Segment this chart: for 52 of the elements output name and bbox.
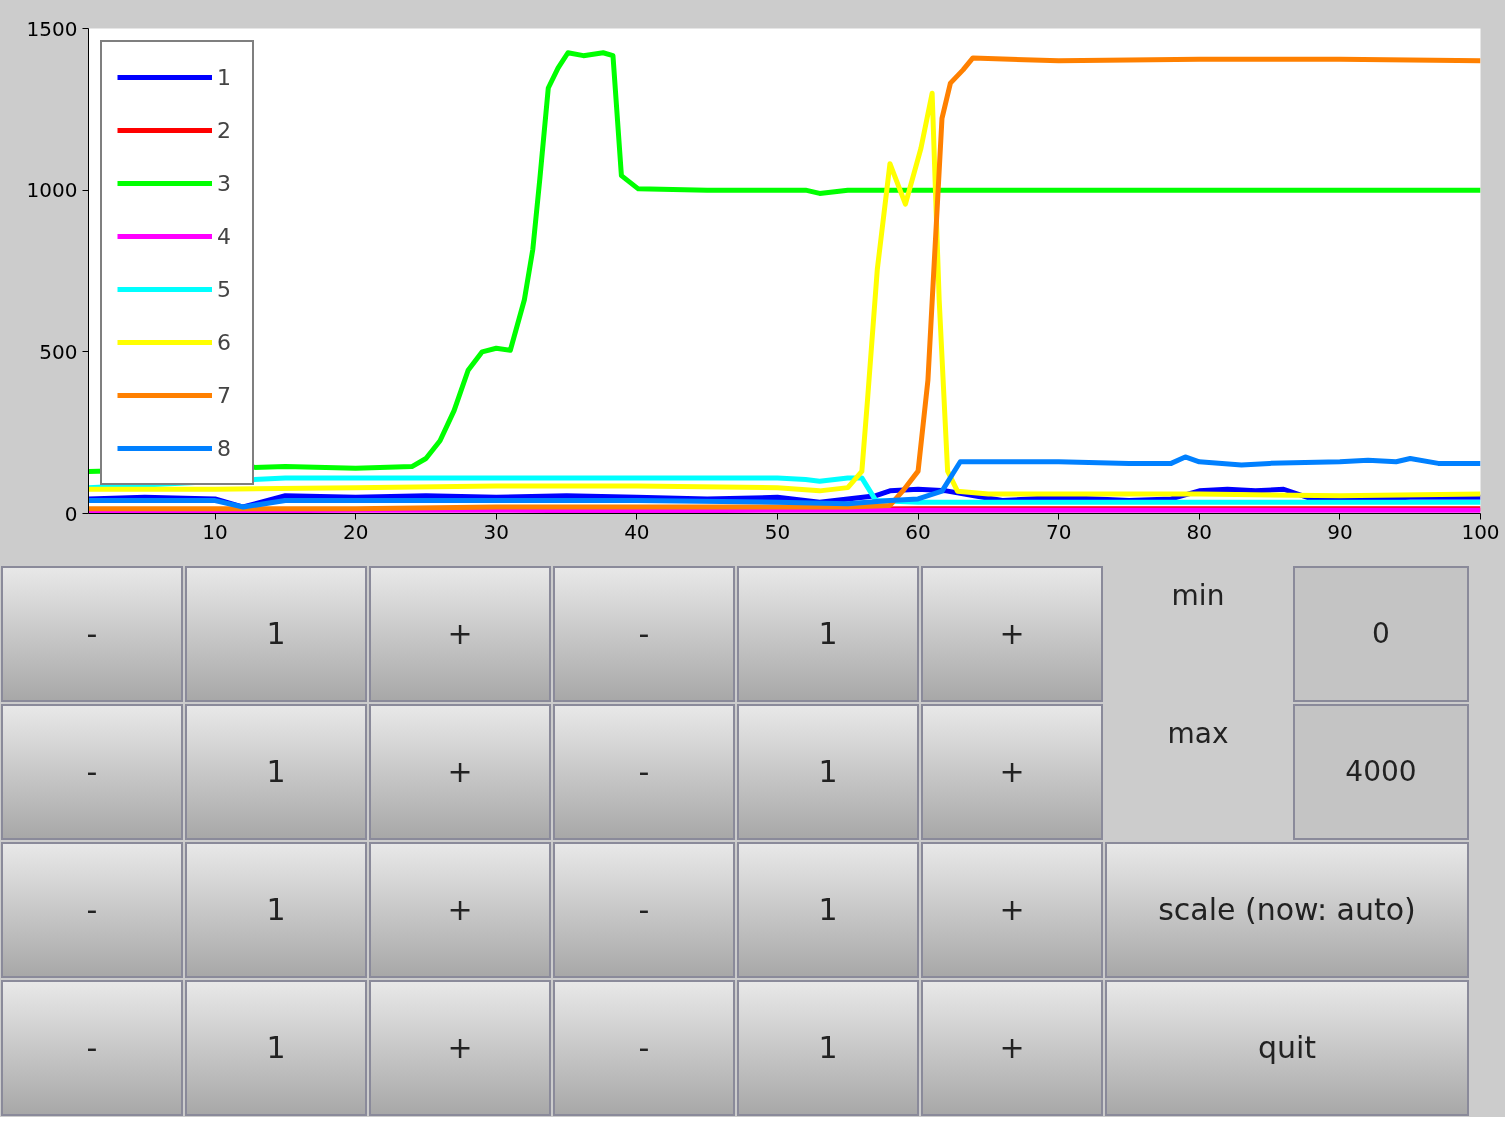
x-tick-label: 20 [342, 519, 369, 544]
text: 4000 [1293, 704, 1469, 840]
text: + [921, 842, 1103, 978]
legend-label: 4 [217, 222, 232, 251]
text: - [553, 980, 735, 1116]
x-tick-label: 10 [202, 519, 228, 544]
text: + [369, 566, 551, 702]
x-tick-label: 40 [624, 519, 650, 544]
text: - [553, 842, 735, 978]
text: - [1, 566, 183, 702]
text: + [369, 842, 551, 978]
text: min [1170, 578, 1226, 614]
text: - [553, 704, 735, 840]
text: - [553, 566, 735, 702]
text: + [921, 704, 1103, 840]
text: 1 [737, 980, 919, 1116]
legend-label: 8 [217, 434, 232, 463]
legend-label: 3 [217, 169, 232, 198]
text: 1 [737, 704, 919, 840]
text: 1 [185, 842, 367, 978]
y-tick-label: 0 [64, 501, 78, 526]
text: 1 [185, 566, 367, 702]
text: max [1166, 716, 1230, 752]
text: + [369, 980, 551, 1116]
y-tick-label: 1000 [26, 178, 78, 203]
legend-label: 7 [217, 381, 232, 410]
text: 1 [737, 566, 919, 702]
x-tick-label: 50 [764, 519, 791, 544]
legend-label: 1 [217, 63, 232, 92]
text: 1 [185, 980, 367, 1116]
y-tick-label: 1500 [26, 16, 78, 41]
text: + [921, 980, 1103, 1116]
x-tick-label: 70 [1045, 519, 1072, 544]
text: 0 [1293, 566, 1469, 702]
legend-label: 6 [217, 328, 232, 357]
legend-label: 2 [217, 116, 232, 145]
text: - [1, 842, 183, 978]
text: - [1, 980, 183, 1116]
x-tick-label: 30 [483, 519, 509, 544]
text: scale (now: auto) [1105, 842, 1469, 978]
y-tick-label: 500 [39, 339, 78, 364]
x-tick-label: 60 [905, 519, 931, 544]
text: + [921, 566, 1103, 702]
text: 1 [737, 842, 919, 978]
text: - [1, 704, 183, 840]
x-tick-label: 80 [1186, 519, 1213, 544]
text: quit [1105, 980, 1469, 1116]
x-tick-label: 100 [1461, 519, 1500, 544]
x-tick-label: 90 [1327, 519, 1353, 544]
legend-label: 5 [217, 275, 232, 304]
text: + [369, 704, 551, 840]
text: 1 [185, 704, 367, 840]
